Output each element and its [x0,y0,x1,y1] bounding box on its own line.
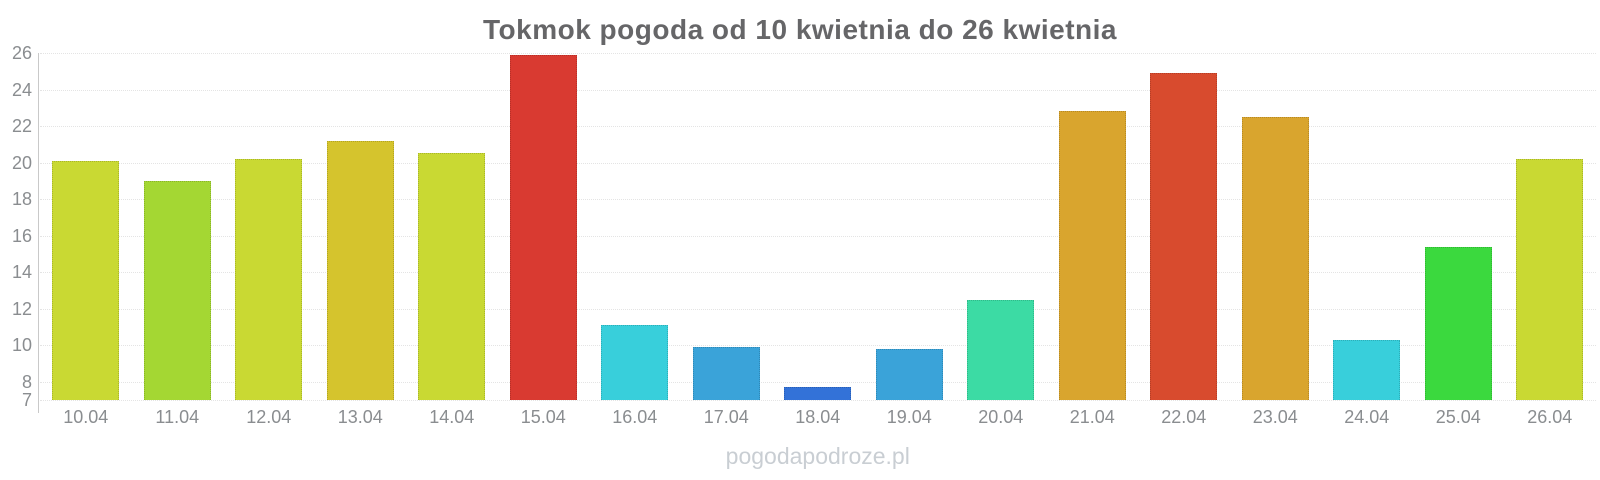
bar-18.04[interactable] [784,387,852,400]
bar-20.04[interactable] [967,299,1035,400]
bar-19.04[interactable] [875,348,943,400]
bar-11.04[interactable] [143,180,211,400]
y-tick-label-22: 22 [11,116,32,137]
bar-17.04[interactable] [692,347,760,400]
x-tick-label-25.04: 25.04 [1435,407,1481,427]
bar-22.04[interactable] [1150,73,1218,400]
bar-10.04[interactable] [52,160,120,400]
bar-13.04[interactable] [326,140,394,400]
bar-21.04[interactable] [1058,111,1126,400]
x-tick-label-10.04: 10.04 [63,407,109,427]
bar-16.04[interactable] [601,325,669,400]
x-tick-label-16.04: 16.04 [612,407,658,427]
y-tick-label-8: 8 [21,371,32,392]
watermark-text: pogodapodroze.pl [725,443,910,469]
bar-24.04[interactable] [1333,339,1401,400]
y-tick-label-16: 16 [11,225,32,246]
x-axis-baseline [40,400,1596,401]
y-tick-label-26: 26 [11,43,32,63]
y-tick-label-10: 10 [11,335,32,356]
x-tick-label-13.04: 13.04 [337,407,383,427]
x-tick-label-12.04: 12.04 [246,407,292,427]
x-tick-label-17.04: 17.04 [703,407,749,427]
x-tick-label-11.04: 11.04 [155,407,200,427]
y-axis-line [38,53,39,413]
x-tick-label-21.04: 21.04 [1069,407,1115,427]
gridline-24 [40,89,1596,91]
gridline-20 [40,162,1596,164]
gridline-26 [40,53,1596,54]
gridline-8 [40,381,1596,383]
bar-15.04[interactable] [509,54,577,400]
chart-title: Tokmok pogoda od 10 kwietnia do 26 kwiet… [483,14,1117,45]
y-tick-label-20: 20 [11,152,32,173]
bar-23.04[interactable] [1241,116,1309,400]
gridline-12 [40,308,1596,310]
bar-25.04[interactable] [1424,246,1492,400]
x-tick-label-18.04: 18.04 [795,407,841,427]
x-tick-label-15.04: 15.04 [520,407,566,427]
y-tick-label-18: 18 [11,189,32,210]
gridline-14 [40,272,1596,274]
x-tick-label-26.04: 26.04 [1527,407,1573,427]
y-tick-label-14: 14 [11,262,32,283]
gridline-16 [40,235,1596,237]
gridline-22 [40,126,1596,128]
gridline-10 [40,345,1596,347]
y-tick-label-7: 7 [21,390,32,410]
x-tick-label-14.04: 14.04 [429,407,475,427]
y-tick-label-24: 24 [11,79,32,100]
x-tick-label-19.04: 19.04 [886,407,932,427]
y-tick-label-12: 12 [11,298,32,319]
x-tick-label-20.04: 20.04 [978,407,1024,427]
x-tick-label-22.04: 22.04 [1161,407,1207,427]
bar-26.04[interactable] [1516,158,1584,400]
x-tick-label-23.04: 23.04 [1252,407,1298,427]
x-tick-label-24.04: 24.04 [1344,407,1390,427]
gridline-18 [40,199,1596,201]
bar-12.04[interactable] [235,158,303,400]
bar-14.04[interactable] [418,153,486,400]
